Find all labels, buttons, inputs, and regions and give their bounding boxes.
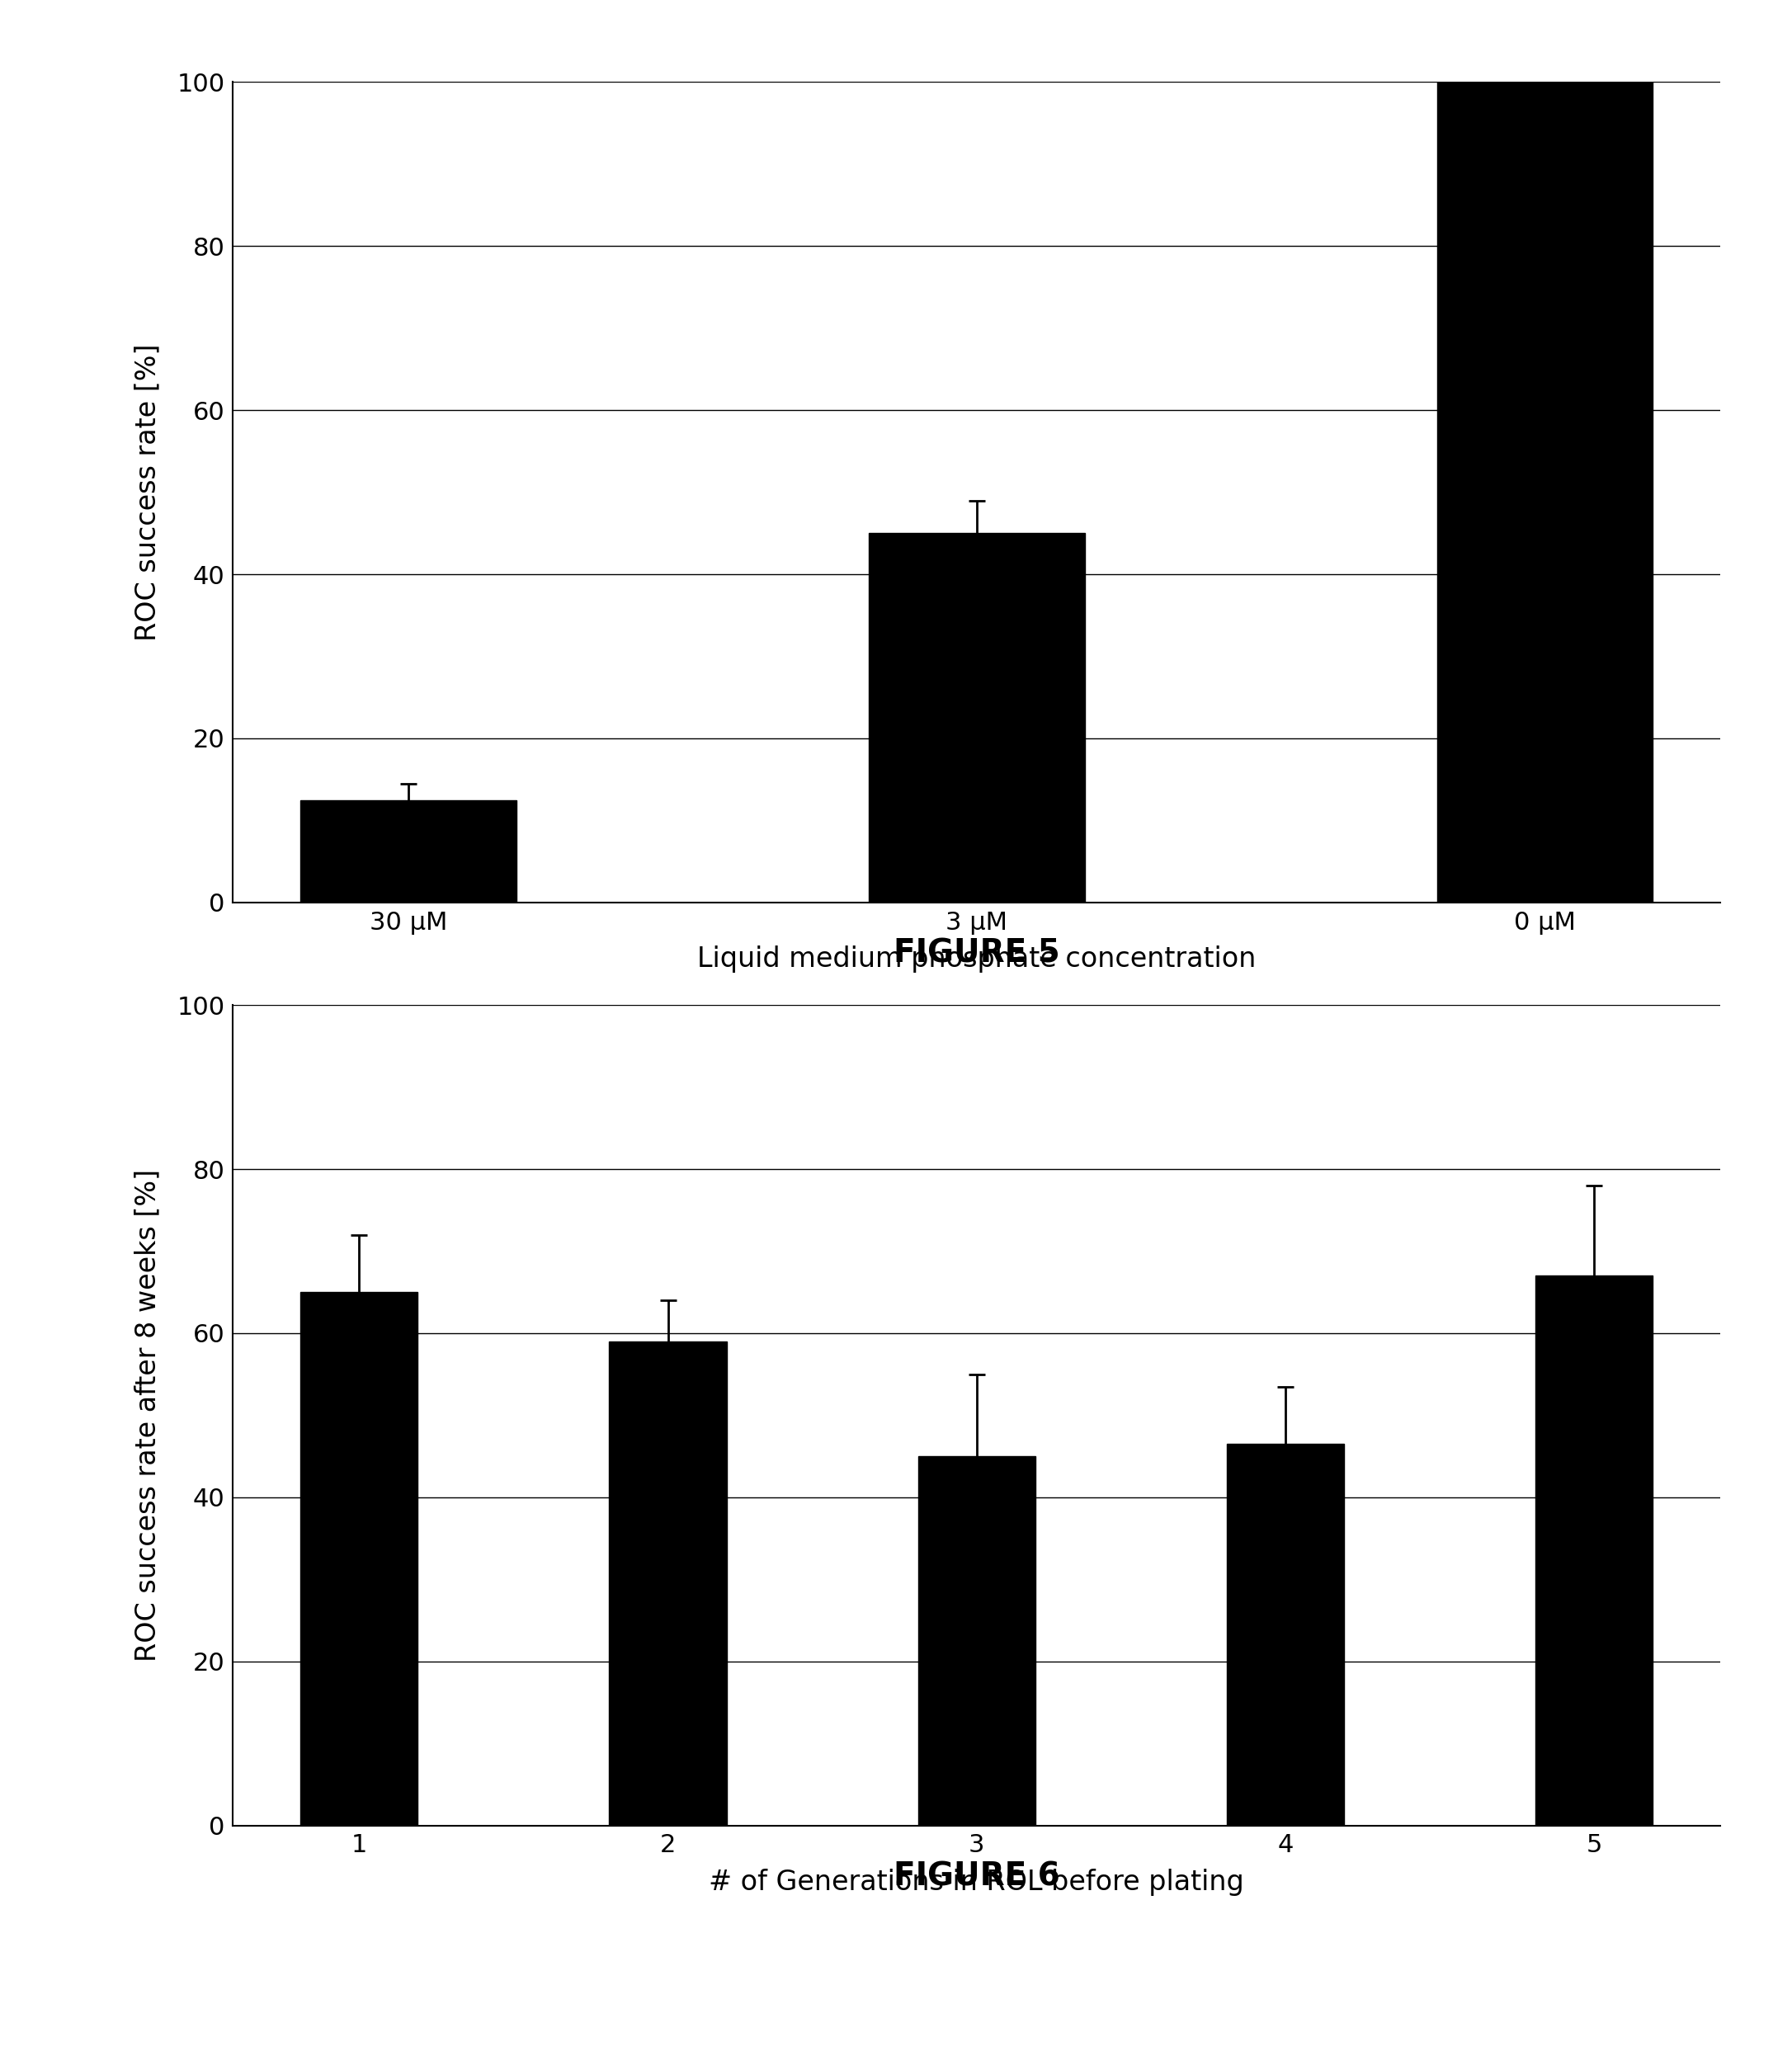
Text: FIGURE 5: FIGURE 5	[894, 937, 1059, 970]
Y-axis label: ROC success rate [%]: ROC success rate [%]	[134, 343, 161, 642]
Bar	[918, 1456, 1036, 1825]
Bar	[301, 1292, 418, 1825]
X-axis label: # of Generations in ROL before plating: # of Generations in ROL before plating	[710, 1868, 1244, 1895]
Bar	[301, 800, 516, 902]
Bar	[609, 1341, 726, 1825]
X-axis label: Liquid medium phosphate concentration: Liquid medium phosphate concentration	[697, 946, 1256, 972]
Bar	[869, 533, 1084, 902]
Bar	[1228, 1444, 1344, 1825]
Bar	[1437, 82, 1652, 902]
Y-axis label: ROC success rate after 8 weeks [%]: ROC success rate after 8 weeks [%]	[134, 1169, 161, 1661]
Text: FIGURE 6: FIGURE 6	[894, 1860, 1059, 1893]
Bar	[1536, 1276, 1652, 1825]
